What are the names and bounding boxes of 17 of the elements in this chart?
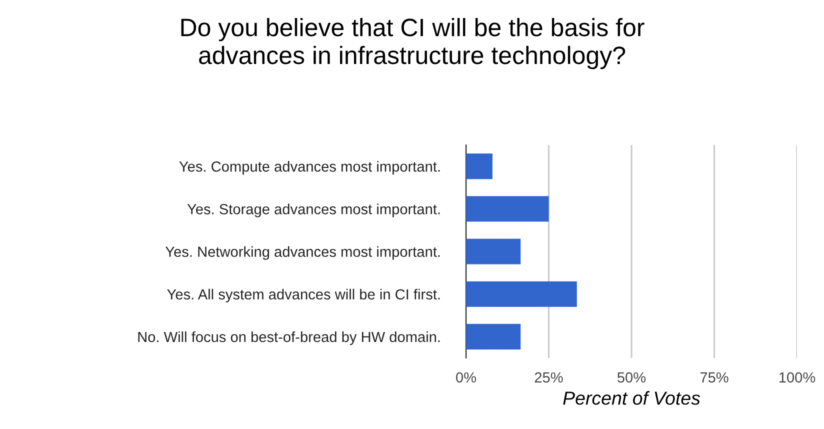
y-tick-label: Yes. Compute advances most important.: [179, 161, 440, 175]
y-tick-label: No. Will focus on best-of-bread by HW domain.: [138, 331, 440, 346]
bar: [466, 196, 549, 222]
y-tick-label: Yes. Storage advances most important.: [187, 204, 440, 218]
x-tick-label: 0%: [456, 372, 476, 383]
y-tick-label: Yes. Networking advances most important.: [165, 246, 440, 260]
bar: [466, 154, 492, 180]
x-tick-label: 50%: [617, 372, 646, 383]
x-tick-label: 100%: [779, 372, 816, 383]
bar: [466, 238, 521, 264]
x-axis-title: Percent of Votes: [563, 391, 700, 405]
bar: [466, 281, 577, 307]
x-tick-label: 25%: [534, 372, 563, 383]
chart-title: Do you believe that CI will be the basis for advances in infrastructure technology?: [181, 18, 644, 70]
y-tick-label: Yes. All system advances will be in CI first.: [167, 288, 440, 302]
bar: [466, 324, 521, 350]
x-tick-label: 75%: [700, 372, 728, 383]
